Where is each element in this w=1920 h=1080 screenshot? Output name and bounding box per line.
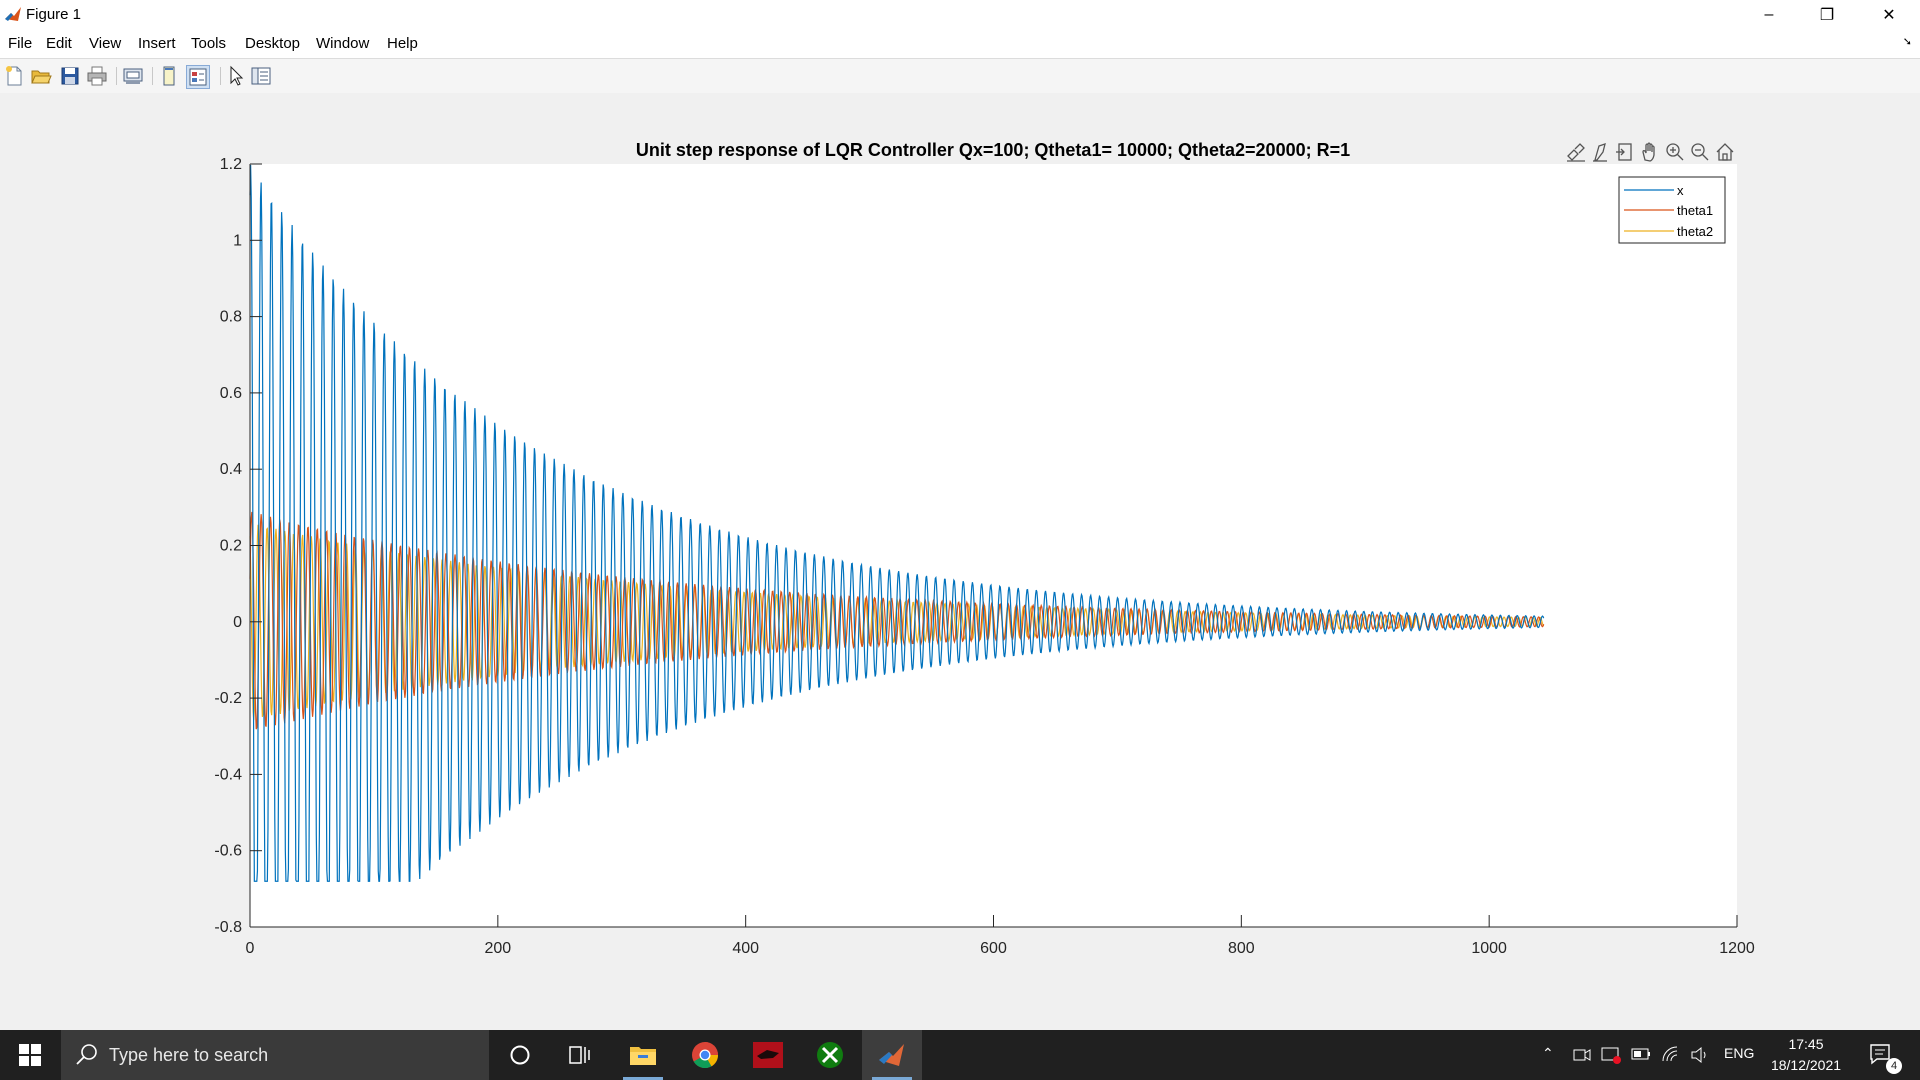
- toolbar-separator: [220, 67, 221, 85]
- toolbar-separator: [116, 67, 117, 85]
- y-tick-label: 0.4: [220, 461, 242, 478]
- figure-toolbar: [0, 58, 1920, 94]
- zoom-in-icon[interactable]: [1666, 143, 1684, 161]
- maximize-button[interactable]: ❐: [1819, 6, 1835, 24]
- link-plot-icon[interactable]: [122, 65, 144, 87]
- x-tick-label: 600: [980, 940, 1007, 957]
- legend[interactable]: x theta1 theta2: [1618, 176, 1726, 244]
- wifi-icon[interactable]: [1661, 1045, 1681, 1065]
- y-tick-label: -0.8: [214, 919, 242, 936]
- search-icon: [76, 1044, 97, 1065]
- chrome-icon[interactable]: [675, 1030, 735, 1080]
- minimize-button[interactable]: –: [1764, 5, 1774, 23]
- property-inspector-icon[interactable]: [250, 65, 272, 87]
- taskbar: Type here to search ⌃ ENG 17:45 18/12/20…: [0, 1030, 1920, 1080]
- menu-insert[interactable]: Insert: [138, 35, 176, 52]
- chart-title: Unit step response of LQR Controller Qx=…: [636, 140, 1350, 160]
- legend-label-theta2: theta2: [1677, 224, 1713, 239]
- matlab-figure-icon: [4, 5, 22, 23]
- meet-now-icon[interactable]: [1573, 1046, 1591, 1064]
- y-tick-label: -0.6: [214, 843, 242, 860]
- new-figure-icon[interactable]: [3, 65, 25, 87]
- y-tick-label: 1: [233, 232, 242, 249]
- x-tick-label: 800: [1228, 940, 1255, 957]
- y-ticks: -0.8 -0.6 -0.4 -0.2 0 0.2 0.4 0.6 0.8 1 1.2: [214, 156, 262, 936]
- active-indicator: [872, 1077, 912, 1080]
- x-tick-label: 1000: [1471, 940, 1507, 957]
- axes-toolbar: [1567, 142, 1734, 162]
- menu-view[interactable]: View: [89, 35, 122, 52]
- x-ticks: 0 200 400 600 800 1000 1200: [246, 915, 1755, 957]
- menu-edit[interactable]: Edit: [46, 35, 72, 52]
- y-tick-label: -0.4: [214, 766, 242, 783]
- legend-label-theta1: theta1: [1677, 203, 1713, 218]
- y-tick-label: 1.2: [220, 156, 242, 173]
- active-indicator: [623, 1077, 663, 1080]
- print-icon[interactable]: [86, 65, 108, 87]
- menu-help[interactable]: Help: [387, 35, 418, 52]
- dock-arrow-icon[interactable]: ➘: [1902, 36, 1912, 48]
- search-placeholder: Type here to search: [109, 1045, 269, 1065]
- x-tick-label: 400: [732, 940, 759, 957]
- home-icon[interactable]: [1716, 143, 1734, 161]
- menu-file[interactable]: File: [8, 35, 33, 52]
- plot-lines: [249, 164, 1545, 882]
- save-icon[interactable]: [59, 65, 81, 87]
- security-icon[interactable]: [1601, 1045, 1621, 1065]
- start-button[interactable]: [0, 1030, 60, 1080]
- menu-window[interactable]: Window: [316, 35, 370, 52]
- clock-time[interactable]: 17:45: [1788, 1036, 1824, 1052]
- cortana-icon[interactable]: [490, 1030, 550, 1080]
- close-button[interactable]: ✕: [1882, 6, 1896, 24]
- notification-center-icon[interactable]: [1869, 1043, 1893, 1065]
- y-tick-label: 0: [233, 614, 242, 631]
- hide-plot-tools-icon[interactable]: [158, 65, 180, 87]
- figure-canvas: -0.8 -0.6 -0.4 -0.2 0 0.2 0.4 0.6 0.8 1 1.2 0 200 40…: [0, 93, 1920, 1030]
- export-icon[interactable]: [1616, 143, 1632, 161]
- x-tick-label: 1200: [1719, 940, 1755, 957]
- series-line-theta1: [249, 511, 1545, 730]
- taskbar-search-box[interactable]: Type here to search: [61, 1030, 489, 1080]
- series-line-x: [249, 164, 1545, 882]
- menu-tools[interactable]: Tools: [191, 35, 227, 52]
- clock-date[interactable]: 18/12/2021: [1770, 1057, 1842, 1073]
- pan-icon[interactable]: [1642, 142, 1655, 162]
- brush-icon[interactable]: [1567, 143, 1585, 162]
- task-view-icon[interactable]: [550, 1030, 610, 1080]
- show-plot-tools-icon[interactable]: [186, 65, 210, 89]
- matlab-icon[interactable]: [862, 1030, 922, 1080]
- edit-plot-icon[interactable]: [225, 65, 247, 87]
- toolbar-separator: [152, 67, 153, 85]
- window-titlebar: Figure 1 – ❐ ✕: [0, 0, 1920, 29]
- legend-label-x: x: [1677, 183, 1684, 198]
- windows-logo-icon: [19, 1044, 41, 1066]
- menu-bar: File Edit View Insert Tools Desktop Wind…: [0, 29, 1920, 58]
- language-indicator[interactable]: ENG: [1724, 1045, 1755, 1061]
- window-title: Figure 1: [26, 6, 82, 23]
- y-tick-label: 0.2: [220, 538, 242, 555]
- y-tick-label: 0.6: [220, 385, 242, 402]
- red-app-icon[interactable]: [738, 1030, 798, 1080]
- battery-icon[interactable]: [1631, 1047, 1651, 1061]
- axes-background: [250, 164, 1737, 927]
- y-tick-label: 0.8: [220, 309, 242, 326]
- open-file-icon[interactable]: [30, 65, 52, 87]
- line-chart: -0.8 -0.6 -0.4 -0.2 0 0.2 0.4 0.6 0.8 1 1.2 0 200 40…: [214, 140, 1755, 957]
- menu-desktop[interactable]: Desktop: [245, 35, 301, 52]
- data-tips-icon[interactable]: [1593, 143, 1607, 162]
- show-hidden-icons-icon[interactable]: ⌃: [1542, 1045, 1554, 1061]
- zoom-out-icon[interactable]: [1691, 143, 1709, 161]
- file-explorer-icon[interactable]: [613, 1030, 673, 1080]
- volume-icon[interactable]: [1690, 1045, 1710, 1065]
- x-tick-label: 0: [246, 940, 255, 957]
- notification-count-badge: 4: [1886, 1058, 1902, 1074]
- xbox-icon[interactable]: [800, 1030, 860, 1080]
- y-tick-label: -0.2: [214, 690, 242, 707]
- x-tick-label: 200: [484, 940, 511, 957]
